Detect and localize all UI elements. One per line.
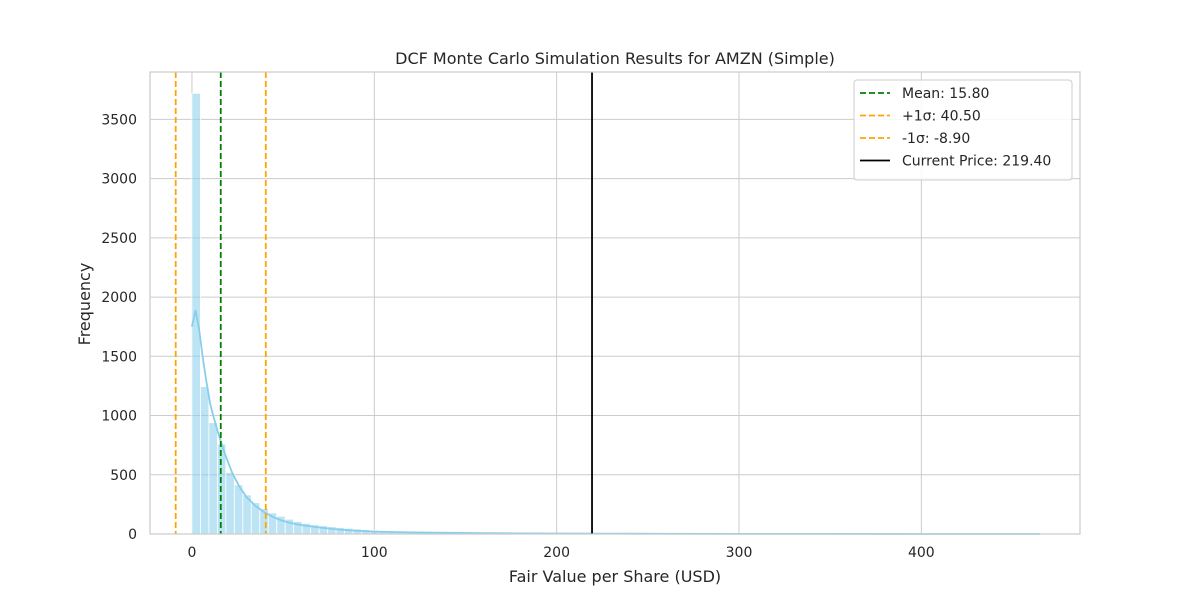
x-tick-label: 300 [726, 545, 753, 561]
y-tick-label: 500 [110, 468, 137, 484]
x-tick-label: 100 [361, 545, 388, 561]
y-axis-title: Frequency [75, 263, 94, 346]
y-tick-label: 3500 [101, 112, 137, 128]
x-axis-ticks: 0 100 200 300 400 [187, 545, 934, 561]
histogram-bar [208, 422, 218, 535]
reference-lines [174, 72, 593, 534]
legend-entry-label: -1σ: -8.90 [902, 131, 970, 147]
x-axis-title: Fair Value per Share (USD) [509, 567, 721, 586]
legend-frame [853, 79, 1073, 181]
y-tick-label: 2000 [101, 290, 137, 306]
y-tick-label: 3000 [101, 172, 137, 188]
y-tick-label: 1000 [101, 409, 137, 425]
y-axis-ticks: 0 500 1000 1500 2000 2500 3000 3500 [101, 112, 137, 543]
plot-frame [149, 71, 1081, 535]
grid [150, 72, 1080, 535]
legend-entry-label: +1σ: 40.50 [902, 109, 981, 125]
chart-title: DCF Monte Carlo Simulation Results for A… [395, 49, 835, 68]
x-tick-label: 200 [543, 545, 570, 561]
legend: Mean: 15.80 +1σ: 40.50 -1σ: -8.90 Current P… [853, 79, 1073, 181]
y-tick-label: 0 [128, 527, 137, 543]
histogram-bar [225, 471, 235, 535]
y-tick-label: 2500 [101, 231, 137, 247]
histogram-bar [200, 386, 210, 535]
legend-entry-label: Mean: 15.80 [902, 86, 989, 102]
x-tick-label: 0 [187, 545, 196, 561]
y-tick-label: 1500 [101, 349, 137, 365]
x-tick-label: 400 [908, 545, 935, 561]
histogram-bar [233, 484, 244, 535]
legend-entry-label: Current Price: 219.40 [902, 154, 1051, 170]
